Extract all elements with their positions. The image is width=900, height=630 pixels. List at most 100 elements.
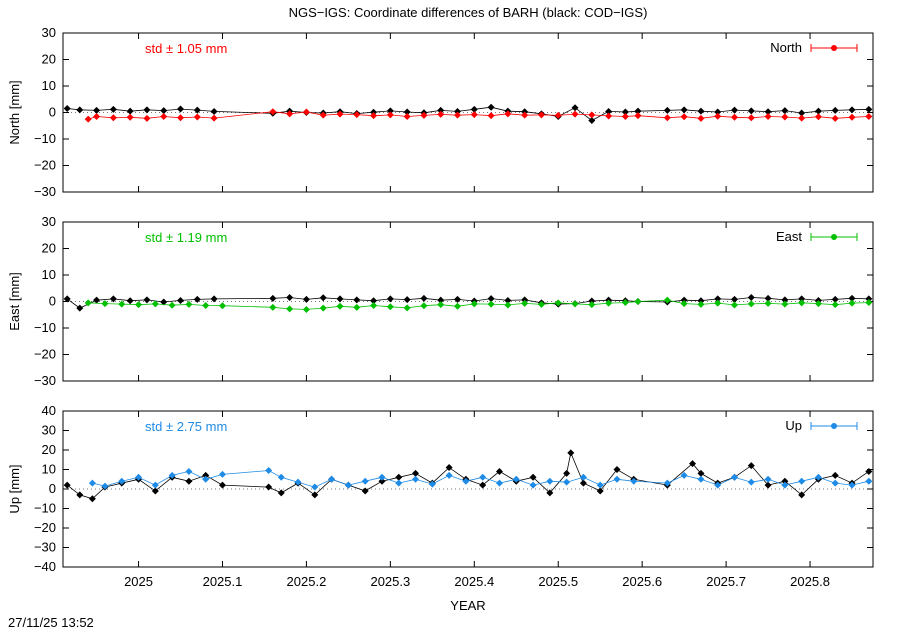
- data-point: [697, 300, 705, 308]
- data-point: [831, 479, 839, 487]
- data-point: [596, 487, 604, 495]
- data-point: [378, 477, 386, 485]
- data-point: [445, 471, 453, 479]
- panel-east: 30 20 10 0 −10 −20 −30 East [mm] std ± 1.19 mm Ea…: [7, 214, 874, 388]
- data-point: [814, 113, 822, 121]
- data-point: [781, 477, 789, 485]
- data-point: [420, 294, 428, 302]
- panel-north: 30 20 10 0 −10 −20 −30 North [mm] std ± 1.05 mm N…: [7, 25, 874, 199]
- data-point: [286, 110, 294, 118]
- data-point: [76, 491, 84, 499]
- data-point: [479, 473, 487, 481]
- data-point: [403, 108, 411, 116]
- data-point: [546, 477, 554, 485]
- data-point: [160, 112, 168, 120]
- data-point: [454, 107, 462, 115]
- x-tick-label: 2025.1: [203, 574, 243, 589]
- data-point: [814, 107, 822, 115]
- data-point: [265, 466, 273, 474]
- data-point: [412, 475, 420, 483]
- data-point: [621, 108, 629, 116]
- data-point: [848, 294, 856, 302]
- data-point: [470, 300, 478, 308]
- data-point: [93, 112, 101, 120]
- y-tick-label: 30: [42, 214, 56, 229]
- data-point: [865, 467, 873, 475]
- chart-title: NGS−IGS: Coordinate differences of BARH …: [289, 5, 648, 20]
- data-point: [277, 489, 285, 497]
- data-point: [378, 473, 386, 481]
- data-point: [689, 460, 697, 468]
- data-point: [294, 478, 302, 486]
- data-point: [613, 475, 621, 483]
- data-point: [731, 106, 739, 114]
- legend-label: North: [770, 40, 802, 55]
- data-point: [353, 111, 361, 119]
- y-tick-label: 20: [42, 241, 56, 256]
- data-point: [311, 491, 319, 499]
- y-tick-label: 10: [42, 78, 56, 93]
- data-point: [579, 479, 587, 487]
- data-point: [168, 301, 176, 309]
- y-tick-label: 0: [49, 481, 56, 496]
- data-point: [571, 110, 579, 118]
- data-point: [781, 300, 789, 308]
- y-tick-label: −30: [34, 184, 56, 199]
- data-point: [487, 103, 495, 111]
- y-tick-label: 10: [42, 462, 56, 477]
- data-point: [63, 105, 71, 113]
- x-axis-label: YEAR: [450, 598, 485, 613]
- y-axis-label: Up [mm]: [7, 464, 22, 513]
- data-point: [193, 295, 201, 303]
- data-point: [495, 467, 503, 475]
- data-point: [202, 475, 210, 483]
- data-point: [403, 304, 411, 312]
- data-point: [76, 304, 84, 312]
- y-tick-label: −10: [34, 131, 56, 146]
- data-point: [202, 471, 210, 479]
- data-point: [588, 111, 596, 119]
- data-point: [848, 113, 856, 121]
- x-tick-label: 2025.5: [538, 574, 578, 589]
- y-tick-label: 0: [49, 105, 56, 120]
- data-point: [747, 294, 755, 302]
- y-tick-label: −10: [34, 320, 56, 335]
- data-point: [126, 113, 134, 121]
- data-point: [185, 467, 193, 475]
- data-point: [781, 113, 789, 121]
- data-point: [269, 303, 277, 311]
- data-point: [529, 481, 537, 489]
- data-point: [118, 477, 126, 485]
- data-point: [361, 487, 369, 495]
- data-point: [135, 301, 143, 309]
- y-tick-label: −30: [34, 540, 56, 555]
- data-point: [781, 107, 789, 115]
- data-point: [311, 483, 319, 491]
- data-point: [412, 469, 420, 477]
- y-axis-label: North [mm]: [7, 80, 22, 144]
- data-point: [546, 489, 554, 497]
- legend-label: Up: [785, 418, 802, 433]
- data-point: [135, 473, 143, 481]
- data-point: [605, 107, 613, 115]
- data-point: [521, 111, 529, 119]
- data-point: [680, 106, 688, 114]
- data-point: [210, 114, 218, 122]
- data-point: [831, 471, 839, 479]
- data-point: [814, 300, 822, 308]
- data-point: [118, 300, 126, 308]
- data-point: [218, 481, 226, 489]
- data-point: [621, 299, 629, 307]
- data-point: [848, 106, 856, 114]
- data-point: [634, 298, 642, 305]
- y-tick-label: −20: [34, 158, 56, 173]
- data-point: [781, 296, 789, 304]
- y-tick-label: −20: [34, 347, 56, 362]
- data-point: [487, 112, 495, 120]
- data-point: [495, 479, 503, 487]
- data-point: [798, 114, 806, 122]
- data-point: [479, 481, 487, 489]
- data-point: [437, 301, 445, 309]
- data-point: [521, 299, 529, 307]
